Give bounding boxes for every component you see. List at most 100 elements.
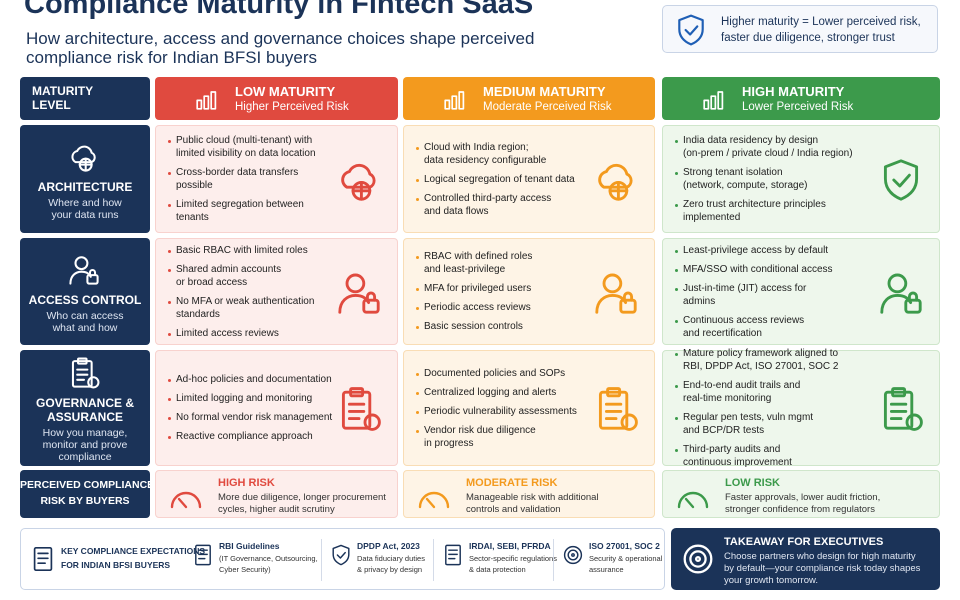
bullet-text: Vendor risk due diligence [424,424,536,436]
row-desc: Who can access [46,309,124,322]
row-name: ARCHITECTURE [37,180,133,194]
bullet-dot [416,410,419,414]
bullet-text: Continuous access reviews [683,314,805,326]
expectations-title: KEY COMPLIANCE EXPECTATIONS [61,546,206,556]
bullet-text: No formal vendor risk management [176,412,333,423]
bullet-dot [675,319,678,323]
bullet-dot [416,372,419,376]
bullet-text: possible [176,180,213,191]
callout-text: faster due diligence, stronger trust [721,32,895,44]
icon [341,163,376,201]
level-name: LOW MATURITY [235,84,336,99]
icon [563,545,583,565]
icon [595,273,637,314]
icon [703,91,724,110]
icon [677,491,709,509]
icon [338,273,380,314]
icon [332,544,350,566]
row-name: ACCESS CONTROL [28,292,142,307]
bullet-dot [416,256,419,259]
row-desc: your data runs [51,209,119,221]
bullet-text: Zero trust architecture principles [683,199,826,210]
expectations-title: FOR INDIAN BFSI BUYERS [61,560,171,570]
bullet-text: (network, compute, storage) [683,180,808,191]
icon [883,387,923,431]
bullet-text: Documented policies and SOPs [424,367,566,379]
takeaway-text: your growth tomorrow. [724,575,818,586]
callout: Higher maturity = Lower perceived risk, f… [662,5,938,53]
bullet-text: India data residency by design [683,135,819,146]
bullet-dot [168,332,171,336]
cell: Documented policies and SOPs Centralized … [403,350,655,466]
bullet-text: No MFA or weak authentication [176,295,315,307]
bullet-text: Just-in-time (JIT) access for [683,282,807,294]
icon [33,546,53,572]
item-text: assurance [589,565,624,574]
bullet-text: Limited access reviews [176,327,279,339]
cell: RBAC with defined roles and least-privile… [403,238,655,345]
bullet-text: tenants [176,212,209,223]
icon [71,357,100,389]
bullet-dot [416,178,419,182]
risk-text: stronger confidence from regulators [725,504,875,515]
takeaway: TAKEAWAY FOR EXECUTIVES Choose partners w… [671,528,940,590]
risk-name: RISK BY BUYERS [40,495,130,507]
divider [433,539,434,581]
corner: MATURITY LEVEL [20,77,150,120]
corner-label: LEVEL [32,98,71,112]
bullet-dot [168,436,171,439]
icon [445,544,461,566]
item-title: ISO 27001, SOC 2 [589,541,660,551]
level-name: HIGH MATURITY [742,84,845,99]
item-text: Cyber Security) [219,565,271,574]
bullet-dot [416,288,419,291]
icon [341,387,381,431]
bullet-text: Strong tenant isolation [683,167,783,178]
risk-text: Manageable risk with additional [466,492,599,503]
bullet-text: or broad access [176,276,248,288]
bullet-text: real-time monitoring [683,393,772,404]
icon [170,491,202,509]
risk-text: cycles, higher audit scrutiny [218,504,335,515]
bullet-text: MFA/SSO with conditional access [683,263,833,275]
bullet-dot [416,197,419,201]
cell: Cloud with India region; data residency c… [403,125,655,233]
subtitle: compliance risk for Indian BFSI buyers [26,48,318,67]
row-desc: compliance [58,451,112,463]
bullet-text: Reactive compliance approach [176,431,313,442]
bullet-text: Limited segregation between [176,199,304,210]
bullet-text: (on-prem / private cloud / India region) [683,148,853,159]
row-desc: How you manage, [42,427,128,439]
risk-level: HIGH RISK [218,477,275,489]
bullet-dot [675,172,678,175]
bullet-text: Shared admin accounts [176,263,282,275]
bullet-text: RBI, DPDP Act, ISO 27001, SOC 2 [683,361,839,372]
risk-text: controls and validation [466,504,561,515]
bullet-dot [675,353,678,356]
icon [195,544,211,566]
bullet-text: continuous improvement [683,457,792,468]
divider [553,539,554,581]
takeaway-title: TAKEAWAY FOR EXECUTIVES [724,536,884,548]
item-text: & data protection [469,565,526,574]
bullet-text: implemented [683,212,741,223]
risk-cell: MODERATE RISK Manageable risk with additi… [403,470,655,518]
level-header: HIGH MATURITY Lower Perceived Risk [662,77,940,120]
level-header: MEDIUM MATURITY Moderate Perceived Risk [403,77,655,120]
bullet-dot [675,140,678,143]
bullet-text: Basic session controls [424,321,523,332]
risk-label: PERCEIVED COMPLIANCE RISK BY BUYERS [20,470,155,518]
level-sub: Moderate Perceived Risk [483,101,612,113]
bullet-text: Ad-hoc policies and documentation [176,374,332,385]
bullet-text: and BCP/DR tests [683,425,765,436]
cell: Ad-hoc policies and documentation Limited… [155,350,398,466]
bullet-text: Controlled third-party access [424,192,552,204]
risk-name: PERCEIVED COMPLIANCE [20,479,155,491]
row-desc: what and how [52,321,118,334]
bullet-text: Least-privilege access by default [683,244,829,256]
bullet-text: End-to-end audit trails and [683,380,801,391]
bullet-dot [168,268,171,272]
row-name: GOVERNANCE & [35,396,134,410]
item-title: RBI Guidelines [219,541,280,551]
